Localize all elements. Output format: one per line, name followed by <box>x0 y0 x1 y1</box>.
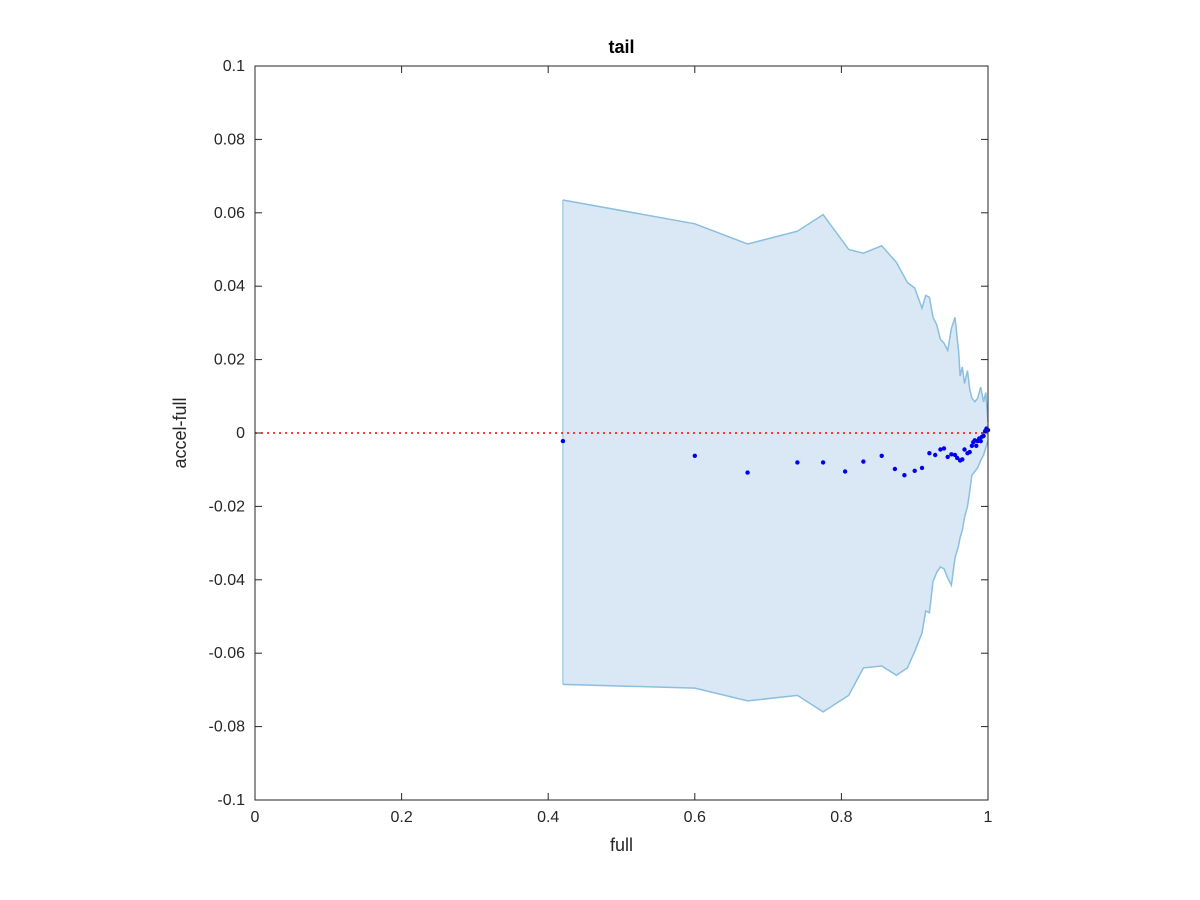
band-fill <box>562 200 988 712</box>
plot-area <box>255 199 991 713</box>
data-point <box>933 452 938 458</box>
data-point <box>842 469 848 474</box>
data-point <box>892 466 898 472</box>
y-tick-label: 0 <box>236 425 245 442</box>
y-tick-label: 0.1 <box>223 58 245 75</box>
x-tick-label: 0.4 <box>537 809 559 826</box>
data-point <box>981 433 986 439</box>
data-point <box>919 465 925 471</box>
y-tick-label: -0.06 <box>209 645 246 662</box>
data-point <box>949 452 954 457</box>
data-point <box>692 453 697 458</box>
data-point <box>879 453 884 458</box>
data-point <box>820 460 826 465</box>
x-tick-label: 0.6 <box>684 809 706 826</box>
x-axis-title: full <box>610 835 633 855</box>
data-point <box>955 455 960 461</box>
x-tick-label: 0.2 <box>390 809 412 826</box>
data-point <box>960 457 965 462</box>
y-tick-label: -0.08 <box>209 719 246 736</box>
data-point <box>861 459 866 464</box>
y-tick-label: 0.06 <box>214 205 245 222</box>
data-point <box>974 443 979 448</box>
band-upper-line <box>562 199 989 423</box>
data-point <box>745 470 750 475</box>
y-tick-label: 0.04 <box>214 278 245 295</box>
data-point <box>795 460 800 465</box>
data-point <box>902 473 907 478</box>
y-tick-label: -0.02 <box>209 498 246 515</box>
x-axis: 0 0.2 0.4 0.6 0.8 1 <box>251 66 993 826</box>
data-point <box>969 443 975 448</box>
data-point <box>912 468 917 473</box>
data-point <box>560 438 566 444</box>
chart-title: tail <box>608 37 634 57</box>
y-tick-label: 0.02 <box>214 352 245 369</box>
band-lower-line <box>562 440 989 713</box>
data-point <box>967 449 972 455</box>
x-tick-label: 1 <box>984 809 993 826</box>
y-tick-label: 0.08 <box>214 131 245 148</box>
data-point <box>978 438 983 444</box>
data-point <box>927 451 932 456</box>
y-axis-title: accel-full <box>170 397 190 468</box>
data-point <box>962 447 967 452</box>
data-point <box>945 454 950 460</box>
x-tick-label: 0 <box>251 809 260 826</box>
y-tick-label: -0.04 <box>209 572 246 589</box>
data-point <box>938 447 943 452</box>
data-point <box>941 446 947 451</box>
y-tick-label: -0.1 <box>217 792 245 809</box>
y-axis: 0.1 0.08 0.06 0.04 0.02 0 -0.02 -0.04 -0.06 -0.08… <box>209 58 988 809</box>
x-tick-label: 0.8 <box>830 809 852 826</box>
